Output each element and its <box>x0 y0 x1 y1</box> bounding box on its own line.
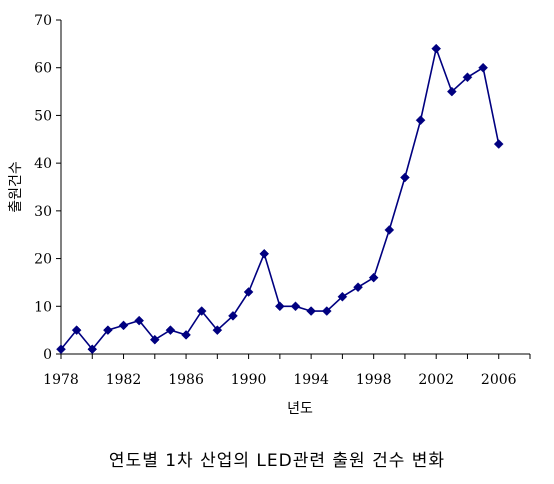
y-tick-label: 0 <box>43 347 52 363</box>
data-point <box>212 325 223 335</box>
data-point <box>71 325 82 335</box>
y-tick-label: 20 <box>34 252 52 268</box>
data-point <box>290 301 301 312</box>
data-point <box>353 282 363 293</box>
data-point <box>259 248 270 259</box>
x-tick-label: 1982 <box>106 372 142 388</box>
data-point <box>400 172 410 183</box>
data-point <box>493 139 504 149</box>
data-point <box>134 315 145 326</box>
data-point <box>368 272 379 283</box>
data-point <box>337 291 348 302</box>
data-point <box>149 334 160 345</box>
x-tick-label: 2006 <box>481 372 517 388</box>
data-point <box>181 330 191 340</box>
data-point <box>462 72 473 83</box>
data-point <box>165 325 176 335</box>
y-tick-label: 70 <box>34 13 52 29</box>
x-tick-label: 2002 <box>418 372 454 388</box>
x-tick-label: 1998 <box>356 372 392 388</box>
data-point <box>228 310 238 321</box>
data-point <box>196 306 207 316</box>
data-point <box>415 115 426 126</box>
x-tick-label: 1994 <box>293 372 329 388</box>
series-group <box>56 43 504 355</box>
y-tick-label: 60 <box>34 61 52 77</box>
x-tick-label: 1978 <box>43 372 79 388</box>
data-point <box>103 325 113 335</box>
data-point <box>431 43 442 54</box>
y-axis-title: 출원건수 <box>8 161 24 213</box>
x-axis-title: 년도 <box>287 401 313 417</box>
data-point <box>321 306 332 316</box>
data-point <box>243 287 254 297</box>
x-tick-label: 1986 <box>168 372 204 388</box>
data-point <box>384 225 395 235</box>
data-point <box>306 306 316 316</box>
y-ticks: 0 10 20 30 40 50 60 70 <box>34 13 61 363</box>
data-point <box>118 320 129 331</box>
data-point <box>87 344 98 355</box>
y-tick-label: 50 <box>34 108 52 124</box>
y-tick-label: 10 <box>34 299 52 315</box>
data-point <box>56 344 66 355</box>
axes <box>60 20 530 355</box>
data-point <box>446 86 457 97</box>
x-ticks: 1978 1982 1986 1990 1994 1998 2002 2006 <box>43 354 531 388</box>
data-point <box>275 301 285 312</box>
data-point <box>478 62 488 73</box>
y-tick-label: 30 <box>34 204 52 220</box>
y-tick-label: 40 <box>34 156 52 172</box>
x-tick-label: 1990 <box>231 372 267 388</box>
chart-caption: 연도별 1차 산업의 LED관련 출원 건수 변화 <box>108 451 446 471</box>
